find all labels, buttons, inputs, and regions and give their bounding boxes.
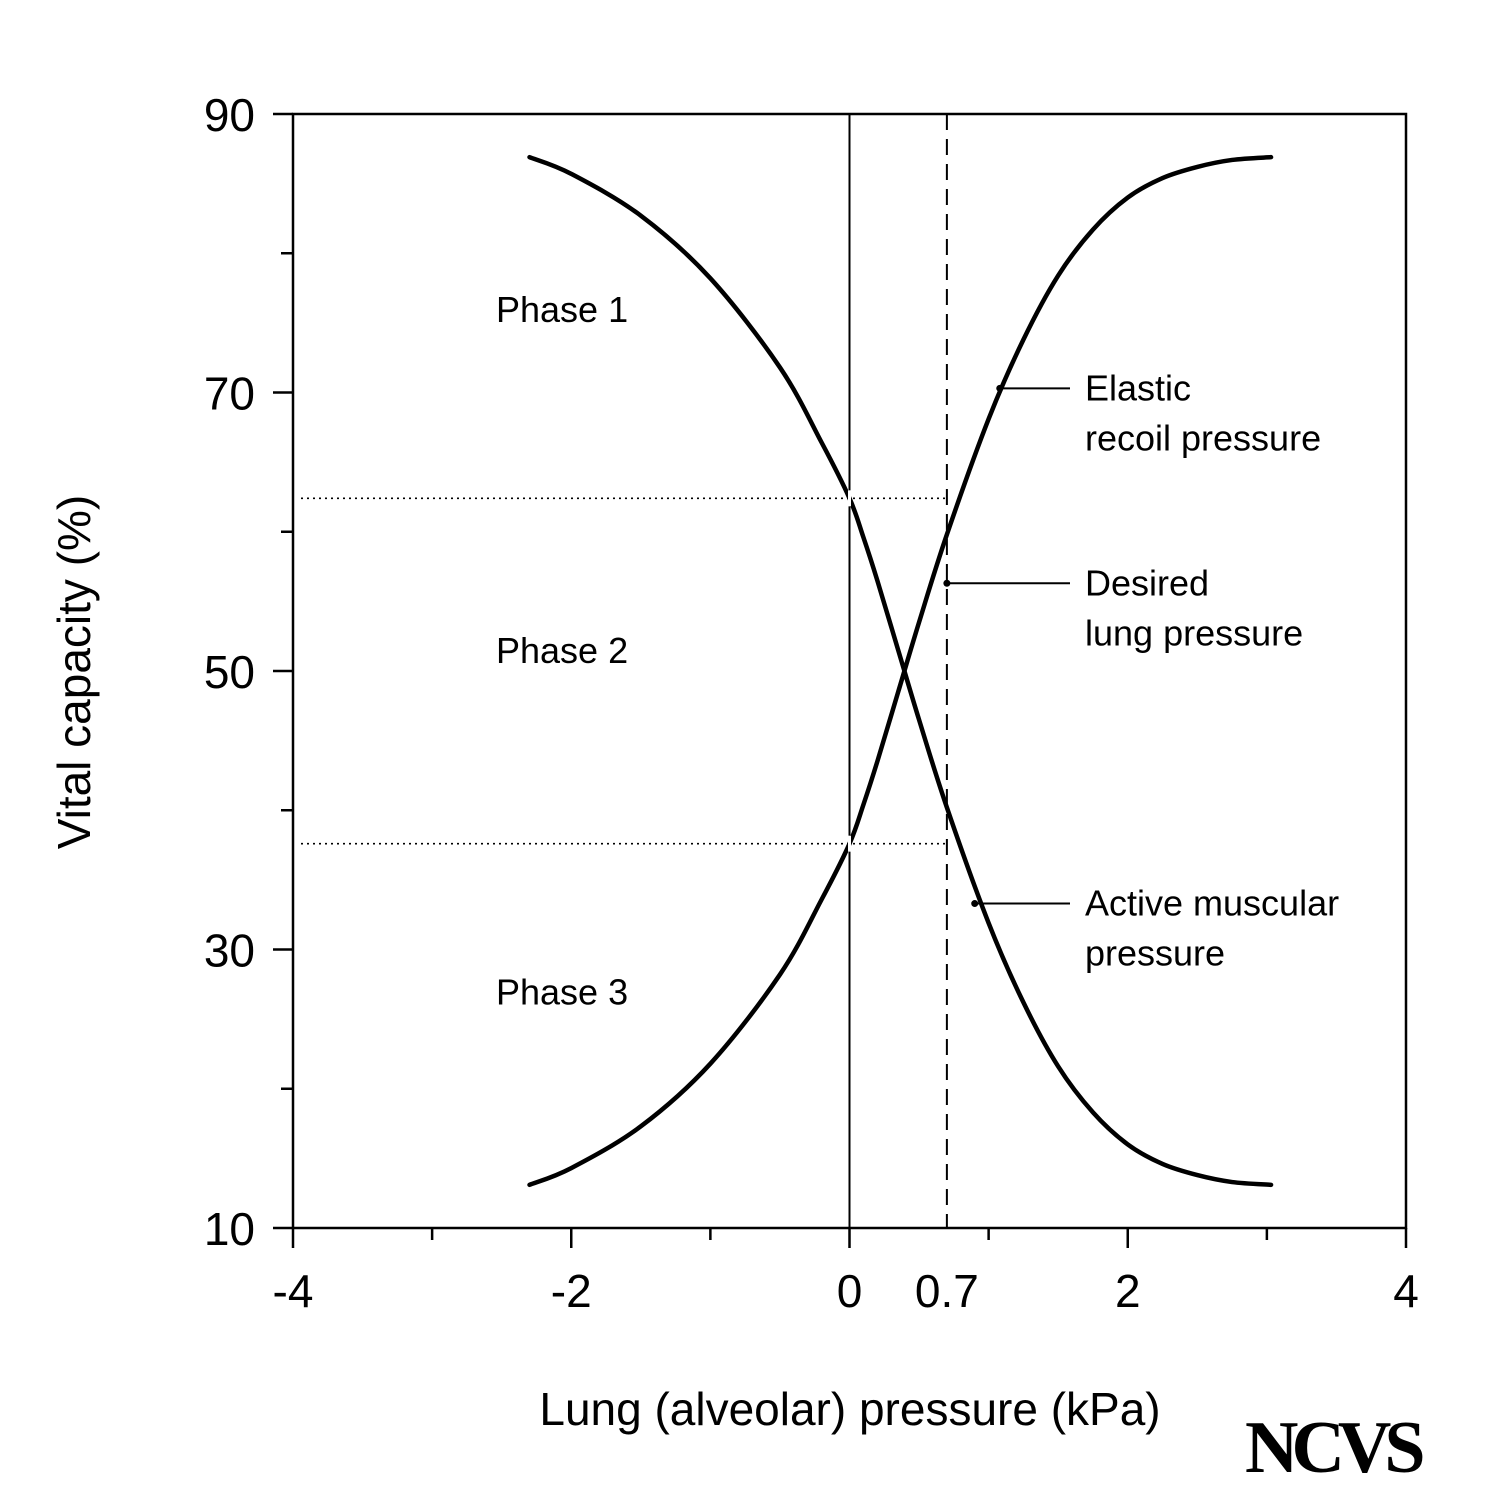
curve-break-1 (848, 490, 851, 507)
elastic-recoil-curve (527, 154, 1274, 1188)
annotations: Elastic recoil pressure Desired lung pressu… (943, 367, 1339, 974)
annotation-text-2-line-1: Desired (1085, 562, 1209, 603)
y-axis-title: Vital capacity (%) (48, 495, 100, 850)
y-tick-label: 50 (204, 646, 255, 698)
ncvs-logo: NCVS (1245, 1407, 1430, 1489)
y-tick-label: 70 (204, 368, 255, 420)
logo-text: NCVS (1245, 1407, 1423, 1489)
annotation-text-2-line-2: lung pressure (1085, 612, 1303, 653)
phase-label-2: Phase 2 (496, 630, 628, 671)
phase-label-3: Phase 3 (496, 971, 628, 1012)
series-lines (527, 154, 1274, 1188)
x-tick-label: 4 (1393, 1265, 1419, 1317)
y-tick-label: 10 (204, 1203, 255, 1255)
x-tick-label: 0.7 (915, 1265, 979, 1317)
curve-break-2 (848, 835, 851, 852)
annotation-text-1-line-1: Elastic (1085, 367, 1191, 408)
x-tick-label: -2 (551, 1265, 592, 1317)
x-axis-title: Lung (alveolar) pressure (kPa) (539, 1383, 1160, 1435)
annotation-text-3-line-1: Active muscular (1085, 883, 1339, 924)
x-tick-label: -4 (273, 1265, 314, 1317)
axis-ticks (273, 112, 1408, 1248)
y-tick-label: 90 (204, 89, 255, 141)
active-muscular-curve (527, 154, 1274, 1188)
annotation-text-3-line-2: pressure (1085, 933, 1225, 974)
x-tick-label: 2 (1115, 1265, 1141, 1317)
x-tick-label: 0 (837, 1265, 863, 1317)
y-tick-label: 30 (204, 925, 255, 977)
phase-labels: Phase 1 Phase 2 Phase 3 (496, 289, 628, 1012)
reference-lines (301, 114, 948, 1228)
annotation-text-1-line-2: recoil pressure (1085, 417, 1321, 458)
tick-labels: -4 -2 0 0.7 2 4 10 30 50 70 90 (204, 89, 1419, 1317)
phase-label-1: Phase 1 (496, 289, 628, 330)
